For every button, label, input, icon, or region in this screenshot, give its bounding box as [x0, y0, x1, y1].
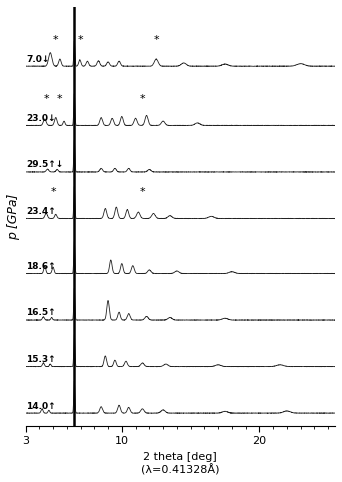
- Text: 29.5↑↓: 29.5↑↓: [26, 161, 63, 169]
- X-axis label: 2 theta [deg]
(λ=0.41328Å): 2 theta [deg] (λ=0.41328Å): [141, 452, 220, 475]
- Y-axis label: p [GPa]: p [GPa]: [7, 193, 20, 240]
- Text: 18.6↑: 18.6↑: [26, 262, 56, 271]
- Text: 15.3↑: 15.3↑: [26, 355, 56, 364]
- Text: 23.0↓: 23.0↓: [26, 114, 56, 123]
- Text: 14.0↑: 14.0↑: [26, 402, 56, 411]
- Text: 23.4↑: 23.4↑: [26, 207, 56, 216]
- Text: *: *: [140, 94, 145, 104]
- Text: *: *: [43, 94, 49, 104]
- Text: 7.0↓: 7.0↓: [26, 54, 50, 64]
- Text: *: *: [140, 187, 145, 197]
- Text: 16.5↑: 16.5↑: [26, 308, 56, 318]
- Text: *: *: [50, 187, 56, 197]
- Text: *: *: [154, 35, 159, 45]
- Text: *: *: [53, 35, 58, 45]
- Text: *: *: [78, 35, 83, 45]
- Text: *: *: [57, 94, 63, 104]
